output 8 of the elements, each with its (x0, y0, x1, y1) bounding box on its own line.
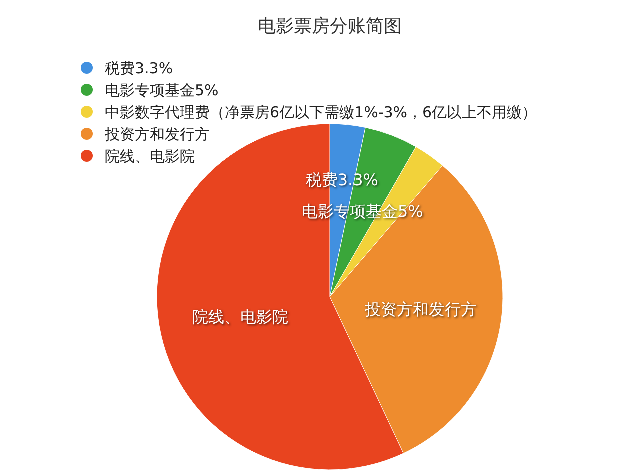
legend-label: 电影专项基金5% (105, 81, 219, 100)
data-label: 院线、电影院 (192, 308, 289, 327)
legend-label: 税费3.3% (105, 59, 174, 78)
legend-label: 投资方和发行方 (104, 125, 210, 144)
legend-label: 院线、电影院 (105, 147, 195, 166)
legend-label: 中影数字代理费（净票房6亿以下需缴1%-3%，6亿以上不用缴） (105, 103, 538, 122)
data-label: 投资方和发行方 (364, 300, 477, 319)
chart-title: 电影票房分账简图 (258, 16, 402, 37)
